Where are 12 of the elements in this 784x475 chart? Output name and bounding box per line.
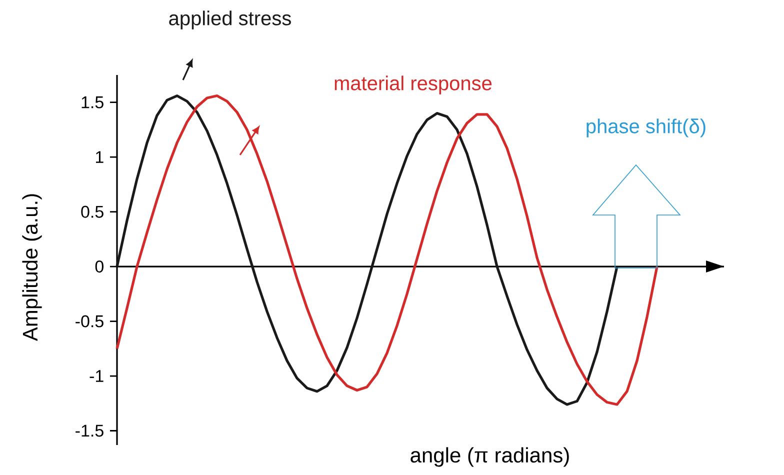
y-axis-title: Amplitude (a.u.) — [22, 194, 42, 342]
x-axis-title: angle (π radians) — [410, 447, 569, 467]
annotation: phase shift(δ) — [586, 118, 706, 138]
y-tick-label: -0.5 — [76, 315, 104, 328]
series-label: material response — [334, 76, 492, 94]
y-tick-label: 1 — [96, 151, 104, 163]
text: applied stress — [169, 10, 291, 30]
y-tick-label: 0 — [95, 260, 104, 273]
y-tick-label: 0.5 — [81, 206, 104, 218]
y-tick-label: -1 — [90, 370, 104, 382]
y-tick-label: -1.5 — [76, 424, 104, 437]
y-tick-label: 1.5 — [82, 96, 104, 108]
